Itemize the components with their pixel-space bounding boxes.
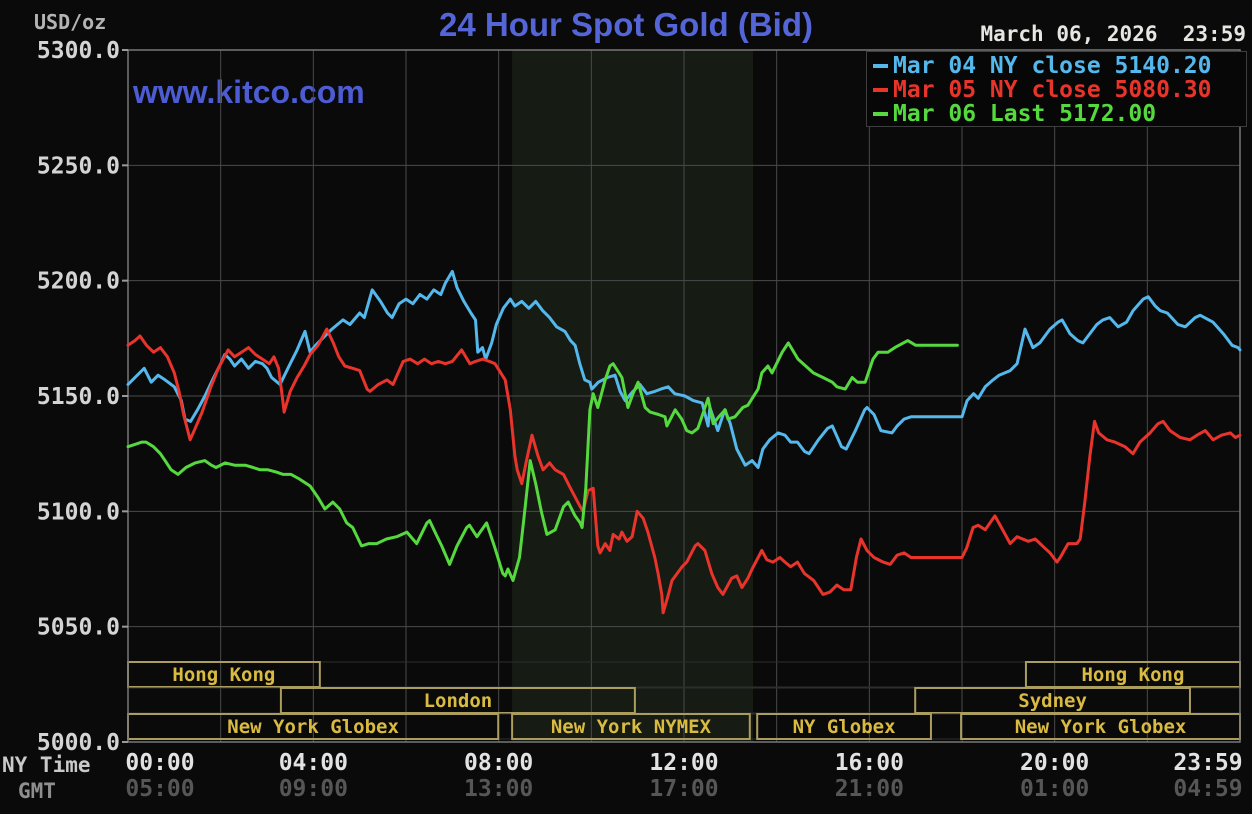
price-line-mar-06-last: [126, 339, 959, 582]
y-tick-label: 5200.0: [37, 269, 120, 295]
x-tick-label-gmt: 17:00: [649, 776, 718, 802]
y-axis-unit-label: USD/oz: [34, 10, 107, 34]
x-tick-label-gmt: 09:00: [279, 776, 348, 802]
session-box: [511, 713, 751, 740]
x-tick-label-gmt: 01:00: [1020, 776, 1089, 802]
x-axis-label-ny-time: NY Time: [2, 753, 91, 777]
legend-dash-icon: [873, 88, 888, 92]
session-label: Hong Kong: [1081, 664, 1184, 686]
price-line-mar-05-ny-close: [126, 327, 1242, 615]
y-tick-label: 5000.0: [37, 730, 120, 756]
session-label: New York Globex: [227, 716, 399, 738]
kitco-watermark-link[interactable]: www.kitco.com: [133, 74, 365, 110]
legend-dash-icon: [873, 112, 888, 116]
session-box: [756, 713, 932, 740]
chart-datetime: March 06, 2026 23:59: [980, 22, 1246, 46]
session-label: London: [424, 690, 493, 712]
legend-entry-mar-06: Mar 06 Last 5172.00: [873, 101, 1246, 127]
x-tick-label-gmt: 05:00: [125, 776, 194, 802]
x-tick-label-gmt: 21:00: [835, 776, 904, 802]
legend-entry-text: Mar 04 NY close 5140.20: [893, 53, 1212, 79]
y-tick-label: 5250.0: [37, 153, 120, 179]
legend-entry-text: Mar 06 Last 5172.00: [893, 101, 1157, 127]
y-tick-label: 5100.0: [37, 499, 120, 525]
x-tick-label-ny: 16:00: [835, 750, 904, 776]
session-label: NY Globex: [793, 716, 896, 738]
legend-entry-mar-05: Mar 05 NY close 5080.30: [873, 77, 1246, 103]
y-tick-label: 5150.0: [37, 384, 120, 410]
x-tick-label-ny: 04:00: [279, 750, 348, 776]
legend-entry-text: Mar 05 NY close 5080.30: [893, 77, 1212, 103]
legend-dash-icon: [873, 64, 888, 68]
legend-entry-mar-04: Mar 04 NY close 5140.20: [873, 53, 1246, 79]
y-tick-label: 5300.0: [37, 38, 120, 64]
chart-title: 24 Hour Spot Gold (Bid): [439, 6, 813, 43]
chart-legend: Mar 04 NY close 5140.20 Mar 05 NY close 5…: [866, 51, 1247, 127]
x-tick-label-ny: 12:00: [649, 750, 718, 776]
x-tick-label-ny: 00:00: [125, 750, 194, 776]
y-tick-label: 5050.0: [37, 615, 120, 641]
session-label: Sydney: [1018, 690, 1087, 712]
x-tick-label-ny: 08:00: [464, 750, 533, 776]
x-tick-label-ny: 23:59: [1173, 750, 1242, 776]
x-tick-label-ny: 20:00: [1020, 750, 1089, 776]
x-tick-label-gmt: 13:00: [464, 776, 533, 802]
x-axis-label-gmt: GMT: [18, 779, 56, 803]
session-label: Hong Kong: [172, 664, 275, 686]
session-label: New York Globex: [1015, 716, 1187, 738]
x-tick-label-gmt: 04:59: [1173, 776, 1242, 802]
session-label: New York NYMEX: [551, 716, 712, 738]
